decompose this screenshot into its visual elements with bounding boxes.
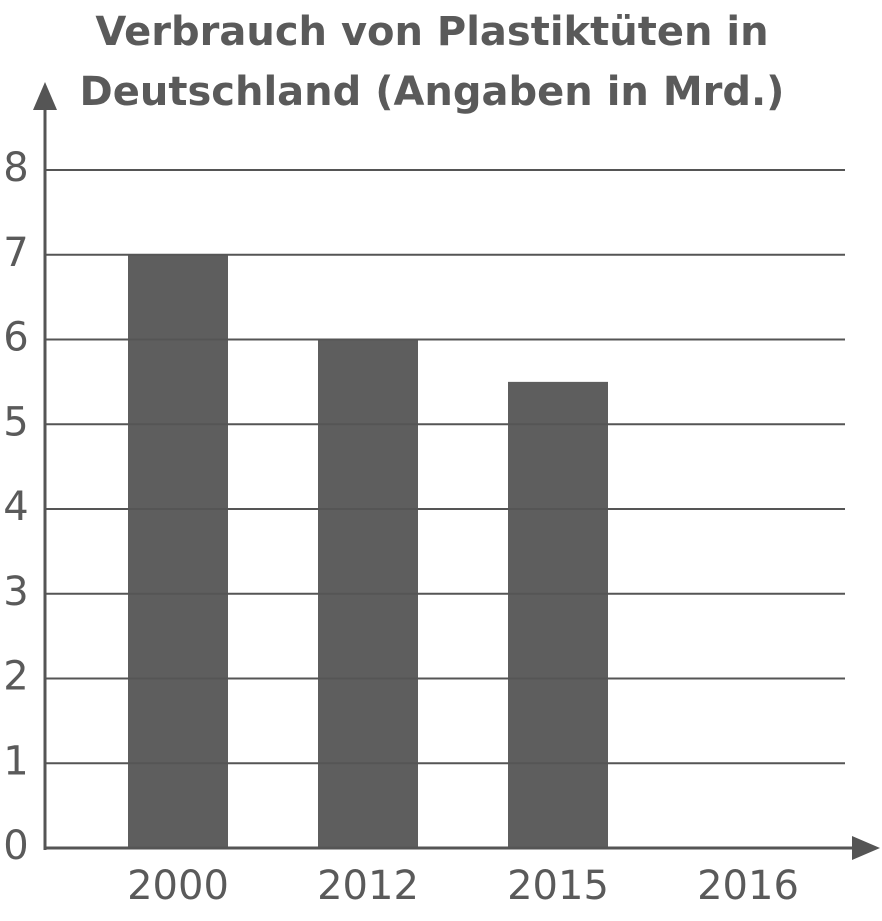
y-axis-arrow [33,82,57,110]
bar [128,254,228,848]
bar [508,381,608,848]
y-tick-label: 0 [3,823,28,869]
y-tick-label: 4 [3,484,28,530]
y-tick-label: 3 [3,569,28,615]
x-axis-arrow [852,836,880,860]
x-tick-label: 2015 [507,863,609,909]
chart-title: Verbrauch von Plastiktüten in Deutschlan… [79,9,785,115]
x-tick-label: 2000 [127,863,229,909]
y-tick-label: 1 [3,738,28,784]
y-tick-label: 7 [3,230,28,276]
x-tick-label: 2012 [317,863,419,909]
y-tick-label: 6 [3,315,28,361]
y-tick-label: 5 [3,399,28,445]
x-tick-label: 2016 [697,863,799,909]
y-tick-label: 8 [3,145,28,191]
y-tick-label: 2 [3,654,28,700]
